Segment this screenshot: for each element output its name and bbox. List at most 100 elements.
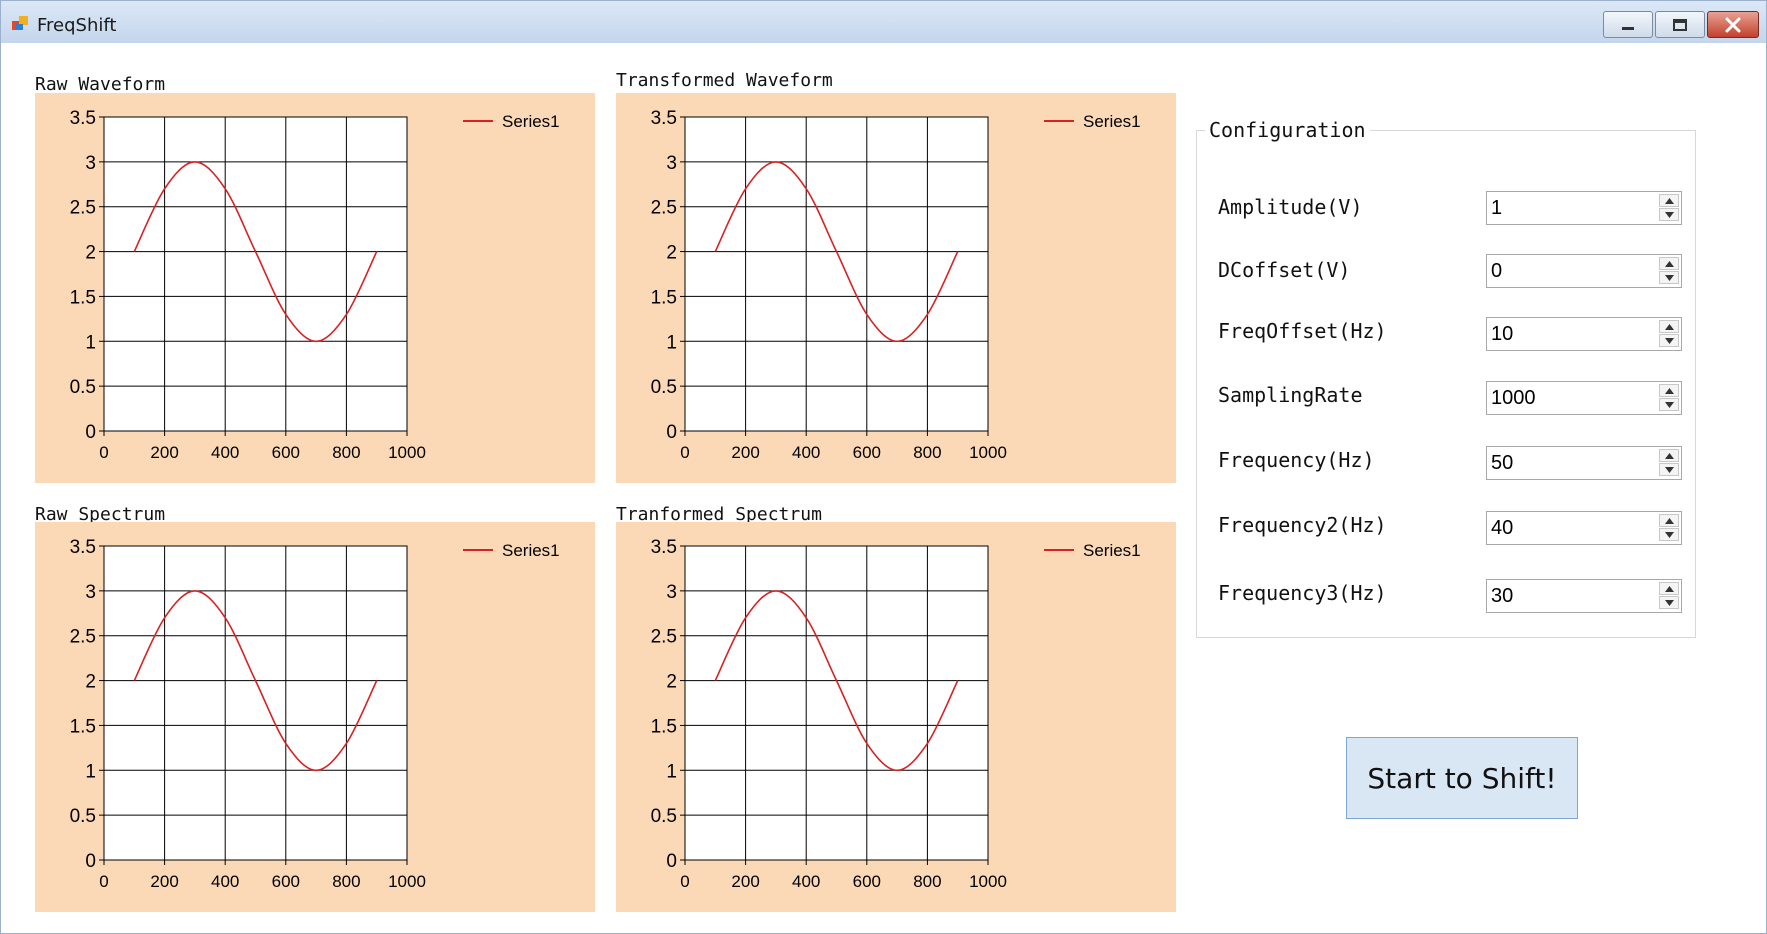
x-tick-label: 400	[792, 443, 820, 462]
plot-area	[685, 546, 988, 860]
x-tick-label: 200	[150, 443, 178, 462]
maximize-button[interactable]	[1655, 11, 1705, 38]
minimize-icon	[1620, 19, 1636, 31]
y-tick-label: 2	[666, 243, 677, 264]
x-tick-label: 1000	[388, 443, 426, 462]
x-tick-label: 0	[99, 443, 108, 462]
x-tick-label: 400	[211, 872, 239, 891]
y-tick-label: 0	[85, 422, 96, 443]
x-tick-label: 600	[853, 872, 881, 891]
frequency-down-arrow[interactable]	[1659, 463, 1679, 476]
dcoffset-down-arrow[interactable]	[1659, 271, 1679, 284]
chevron-up-icon	[1665, 518, 1674, 524]
chevron-up-icon	[1665, 324, 1674, 330]
x-tick-label: 800	[913, 443, 941, 462]
y-tick-label: 2.5	[70, 627, 96, 648]
samplingrate-spinner[interactable]	[1486, 381, 1682, 415]
frequency-input[interactable]	[1489, 449, 1653, 477]
title-bar[interactable]: FreqShift	[1, 1, 1767, 43]
frequency2-input[interactable]	[1489, 514, 1653, 542]
x-tick-label: 200	[731, 872, 759, 891]
amplitude-down-arrow[interactable]	[1659, 208, 1679, 221]
chevron-down-icon	[1665, 275, 1674, 281]
frequency2-label: Frequency2(Hz)	[1218, 513, 1387, 537]
transformed-spectrum-chart: 0 200 400 600 800 1000 0 0.5 1 1.5 2 2.5 3 3.5 Series1	[616, 522, 1176, 912]
dcoffset-spinner[interactable]	[1486, 254, 1682, 288]
app-icon	[11, 14, 31, 32]
samplingrate-down-arrow[interactable]	[1659, 398, 1679, 411]
y-tick-label: 1	[666, 761, 677, 782]
y-tick-label: 2	[85, 243, 96, 264]
y-tick-label: 0	[666, 422, 677, 443]
chart-svg: 0 200 400 600 800 1000 0 0.5 1 1.5 2 2.5 3 3.5 Series1	[35, 93, 595, 483]
legend-label: Series1	[1083, 541, 1141, 560]
amplitude-spinner[interactable]	[1486, 191, 1682, 225]
x-tick-label: 600	[272, 872, 300, 891]
frequency3-down-arrow[interactable]	[1659, 596, 1679, 609]
y-tick-label: 2	[85, 672, 96, 693]
minimize-button[interactable]	[1603, 11, 1653, 38]
freqoffset-label: FreqOffset(Hz)	[1218, 319, 1387, 343]
frequency2-down-arrow[interactable]	[1659, 528, 1679, 541]
frequency3-input[interactable]	[1489, 582, 1653, 610]
y-tick-label: 0.5	[651, 377, 677, 398]
plot-area	[104, 546, 407, 860]
raw-waveform-title: Raw Waveform	[35, 74, 165, 95]
frequency3-up-arrow[interactable]	[1659, 582, 1679, 595]
y-tick-label: 0.5	[651, 806, 677, 827]
samplingrate-input[interactable]	[1489, 384, 1653, 412]
y-tick-label: 3	[85, 153, 96, 174]
close-button[interactable]	[1707, 11, 1759, 38]
start-to-shift-button[interactable]: Start to Shift!	[1346, 737, 1578, 819]
freqoffset-down-arrow[interactable]	[1659, 334, 1679, 347]
x-tick-label: 200	[150, 872, 178, 891]
chevron-down-icon	[1665, 212, 1674, 218]
y-tick-label: 0.5	[70, 806, 96, 827]
chart-svg: 0 200 400 600 800 1000 0 0.5 1 1.5 2 2.5 3 3.5 Series1	[616, 522, 1176, 912]
x-tick-label: 400	[792, 872, 820, 891]
y-tick-label: 3	[666, 582, 677, 603]
frequency-up-arrow[interactable]	[1659, 449, 1679, 462]
y-tick-label: 0	[666, 851, 677, 872]
samplingrate-up-arrow[interactable]	[1659, 384, 1679, 397]
frequency2-up-arrow[interactable]	[1659, 514, 1679, 527]
y-tick-label: 0	[85, 851, 96, 872]
frequency2-spinner[interactable]	[1486, 511, 1682, 545]
dcoffset-input[interactable]	[1489, 257, 1653, 285]
y-tick-label: 1.5	[70, 287, 96, 308]
x-tick-label: 400	[211, 443, 239, 462]
legend-label: Series1	[502, 541, 560, 560]
amplitude-input[interactable]	[1489, 194, 1653, 222]
dcoffset-up-arrow[interactable]	[1659, 257, 1679, 270]
transformed-waveform-title: Transformed Waveform	[616, 70, 833, 91]
freqoffset-up-arrow[interactable]	[1659, 320, 1679, 333]
dcoffset-label: DCoffset(V)	[1218, 258, 1350, 282]
chevron-up-icon	[1665, 586, 1674, 592]
chevron-up-icon	[1665, 261, 1674, 267]
y-tick-label: 1	[85, 332, 96, 353]
y-tick-label: 2	[666, 672, 677, 693]
y-tick-label: 3.5	[651, 108, 677, 129]
plot-area	[104, 117, 407, 431]
freqoffset-input[interactable]	[1489, 320, 1653, 348]
transformed-waveform-chart: 0 200 400 600 800 1000 0 0.5 1 1.5 2 2.5 3 3.5 Series1	[616, 93, 1176, 483]
chevron-up-icon	[1665, 388, 1674, 394]
raw-spectrum-chart: 0 200 400 600 800 1000 0 0.5 1 1.5 2 2.5 3 3.5 Series1	[35, 522, 595, 912]
close-icon	[1724, 17, 1742, 33]
y-tick-label: 1.5	[70, 716, 96, 737]
amplitude-up-arrow[interactable]	[1659, 194, 1679, 207]
x-tick-label: 0	[680, 872, 689, 891]
window-title: FreqShift	[37, 15, 116, 36]
frequency-spinner[interactable]	[1486, 446, 1682, 480]
legend-label: Series1	[502, 112, 560, 131]
frequency3-spinner[interactable]	[1486, 579, 1682, 613]
amplitude-label: Amplitude(V)	[1218, 195, 1363, 219]
frequency3-label: Frequency3(Hz)	[1218, 581, 1387, 605]
freqoffset-spinner[interactable]	[1486, 317, 1682, 351]
y-tick-label: 3	[85, 582, 96, 603]
y-tick-label: 1	[85, 761, 96, 782]
plot-area	[685, 117, 988, 431]
y-tick-label: 1.5	[651, 716, 677, 737]
x-tick-label: 1000	[388, 872, 426, 891]
x-tick-label: 800	[913, 872, 941, 891]
